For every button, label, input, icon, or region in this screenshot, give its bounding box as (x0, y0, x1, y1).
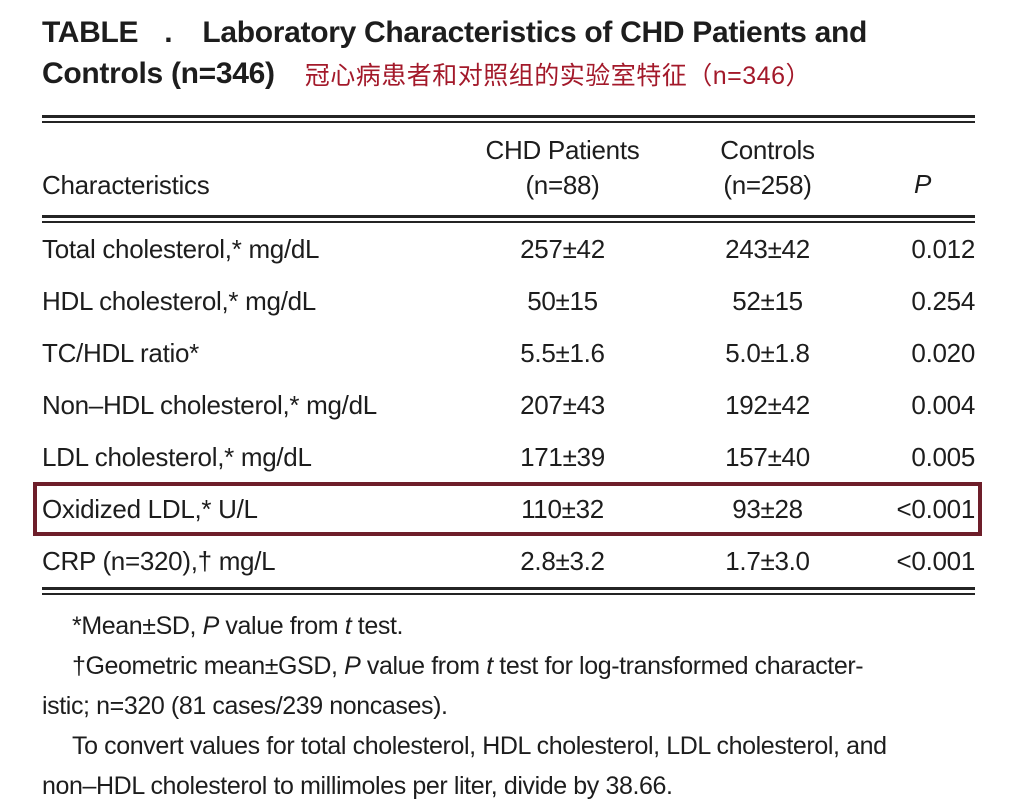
row-label: Total cholesterol,* mg/dL (42, 233, 320, 264)
table-title-line2: Controls (n=346) 冠心病患者和对照组的实验室特征（n=346） (42, 53, 975, 94)
p-value: <0.001 (896, 493, 976, 524)
p-value: 0.005 (911, 441, 975, 472)
controls-value: 5.0±1.8 (725, 337, 810, 368)
chd-value: 257±42 (520, 233, 605, 264)
table-row-ldl-cholesterol: LDL cholesterol,* mg/dL 171±39 157±40 0.… (42, 431, 975, 483)
table-row-total-cholesterol: Total cholesterol,* mg/dL 257±42 243±42 … (42, 223, 975, 275)
controls-value: 157±40 (725, 441, 810, 472)
row-label: HDL cholesterol,* mg/dL (42, 285, 316, 316)
table-row-hdl-cholesterol: HDL cholesterol,* mg/dL 50±15 52±15 0.25… (42, 275, 975, 327)
row-label: Non–HDL cholesterol,* mg/dL (42, 389, 377, 420)
data-table: Characteristics CHD Patients (n=88) Cont… (33, 115, 982, 595)
table-bottom-rule (42, 587, 975, 595)
controls-value: 1.7±3.0 (725, 545, 810, 576)
table-row-crp: CRP (n=320),† mg/L 2.8±3.2 1.7±3.0 <0.00… (42, 535, 975, 587)
p-value: 0.254 (911, 285, 975, 316)
chd-value: 171±39 (520, 441, 605, 472)
p-value: 0.020 (911, 337, 975, 368)
table-title-text: Laboratory Characteristics of CHD Patien… (202, 16, 868, 49)
footnote-geometric-mean: †Geometric mean±GSD, P value from t test… (42, 652, 864, 720)
controls-value: 93±28 (732, 493, 803, 524)
column-header-chd-patients: CHD Patients (n=88) (485, 135, 640, 200)
row-label: LDL cholesterol,* mg/dL (42, 441, 312, 472)
table-title-line1: TABLE. Laboratory Characteristics of CHD … (42, 12, 975, 53)
table-title: TABLE. Laboratory Characteristics of CHD … (42, 12, 975, 94)
table-top-rule (42, 115, 975, 123)
table-header-rule (42, 215, 975, 223)
table-footnotes: *Mean±SD, P value from t test. †Geometri… (42, 606, 975, 806)
p-value: 0.004 (911, 389, 975, 420)
row-label: CRP (n=320),† mg/L (42, 545, 276, 576)
p-value: <0.001 (896, 545, 976, 576)
chd-value: 5.5±1.6 (520, 337, 605, 368)
table-row-tc-hdl-ratio: TC/HDL ratio* 5.5±1.6 5.0±1.8 0.020 (42, 327, 975, 379)
table-row-non-hdl-cholesterol: Non–HDL cholesterol,* mg/dL 207±43 192±4… (42, 379, 975, 431)
column-header-p-value: P (913, 169, 932, 199)
chd-value: 50±15 (527, 285, 598, 316)
controls-value: 52±15 (732, 285, 803, 316)
chd-value: 207±43 (520, 389, 605, 420)
table-title-text-cont: Controls (n=346) (42, 57, 275, 90)
p-value: 0.012 (911, 233, 975, 264)
controls-value: 243±42 (725, 233, 810, 264)
footnote-mean-sd: *Mean±SD, P value from t test. (72, 612, 404, 640)
table-title-label: TABLE (42, 16, 139, 49)
table-header-row: Characteristics CHD Patients (n=88) Cont… (42, 123, 975, 215)
row-label: Oxidized LDL,* U/L (42, 493, 258, 524)
controls-value: 192±42 (725, 389, 810, 420)
row-label: TC/HDL ratio* (42, 337, 199, 368)
chd-value: 110±32 (521, 493, 604, 524)
chd-value: 2.8±3.2 (520, 545, 605, 576)
chinese-annotation: 冠心病患者和对照组的实验室特征（n=346） (304, 62, 811, 90)
table-row-oxidized-ldl: Oxidized LDL,* U/L 110±32 93±28 <0.001 (33, 482, 982, 536)
table-title-dot: . (164, 16, 173, 49)
column-header-controls: Controls (n=258) (720, 135, 815, 200)
footnote-conversion: To convert values for total cholesterol,… (42, 732, 887, 800)
column-header-characteristics: Characteristics (42, 170, 210, 200)
